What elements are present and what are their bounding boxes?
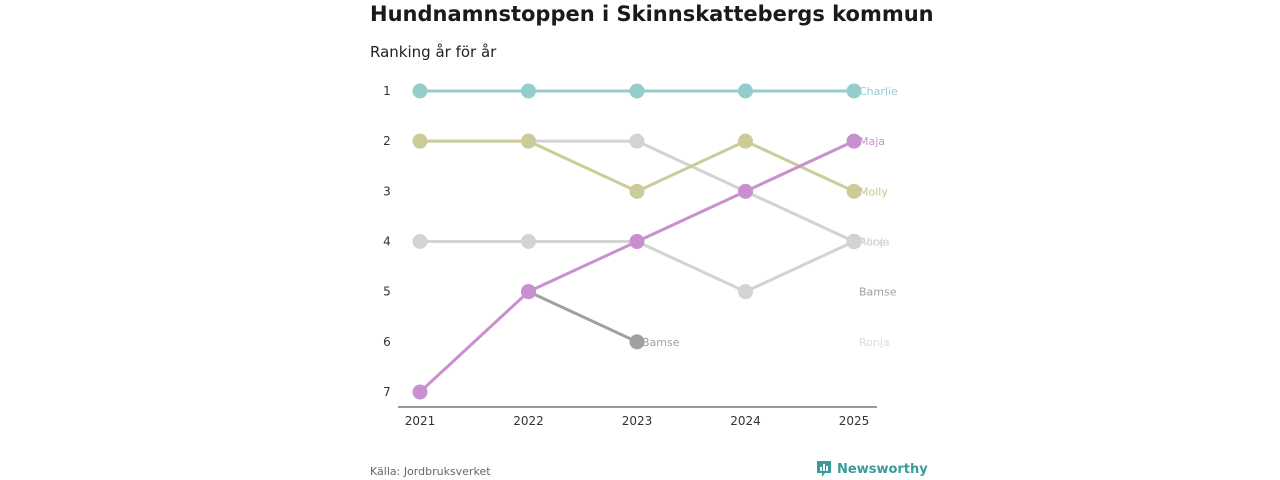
data-point-alice	[521, 234, 536, 249]
series-label-maja: Maja	[859, 135, 885, 148]
data-point-molly	[412, 133, 428, 149]
data-point-molly	[738, 133, 753, 149]
data-point-bamse	[629, 334, 645, 350]
y-tick-label: 1	[383, 84, 391, 98]
data-point-ronja	[629, 133, 645, 149]
y-tick-label: 2	[383, 134, 391, 148]
data-point-charlie	[521, 83, 536, 99]
series-line-alice	[420, 240, 855, 294]
y-tick-label: 6	[383, 335, 391, 349]
y-tick-label: 3	[383, 184, 391, 198]
data-point-maja	[412, 384, 428, 400]
data-point-alice	[738, 284, 753, 300]
data-point-maja	[521, 284, 536, 300]
data-point-molly	[521, 133, 536, 149]
x-tick-label: 2022	[513, 414, 544, 428]
series-label-charlie: Charlie	[859, 85, 898, 98]
annotation-label: Bamse	[859, 286, 897, 299]
data-point-ronja	[846, 234, 862, 249]
y-tick-label: 4	[383, 235, 391, 249]
series-label-alice: Alice	[859, 236, 886, 249]
data-point-maja	[629, 234, 645, 249]
brand-name: Newsworthy	[837, 461, 928, 477]
data-point-charlie	[846, 83, 862, 99]
data-point-molly	[846, 183, 862, 199]
data-point-alice	[412, 234, 428, 249]
series-line-bamse	[527, 290, 638, 344]
series-label-bamse: Bamse	[642, 336, 680, 349]
series-label-molly: Molly	[859, 185, 888, 198]
x-tick-label: 2021	[405, 414, 436, 428]
chart-subtitle: Ranking år för år	[370, 43, 497, 61]
source-note: Källa: Jordbruksverket	[370, 465, 491, 478]
brand-logo[interactable]: Newsworthy	[816, 460, 928, 478]
y-tick-label: 5	[383, 285, 391, 299]
x-tick-label: 2024	[730, 414, 761, 428]
x-tick-label: 2023	[622, 414, 653, 428]
x-tick-label: 2025	[839, 414, 870, 428]
series-line-molly	[420, 139, 855, 193]
annotation-label: Ronja	[859, 336, 890, 349]
y-tick-label: 7	[383, 385, 391, 399]
data-point-charlie	[412, 83, 428, 99]
chart-title: Hundnamnstoppen i Skinnskattebergs kommu…	[370, 2, 934, 26]
series-line-maja	[418, 139, 855, 394]
data-point-charlie	[738, 83, 753, 99]
series-label-ronja: Ronja	[859, 236, 890, 249]
data-point-maja	[738, 183, 753, 199]
data-point-molly	[629, 183, 645, 199]
data-point-maja	[846, 133, 862, 149]
data-point-charlie	[629, 83, 645, 99]
newsworthy-logo-icon	[817, 461, 831, 477]
